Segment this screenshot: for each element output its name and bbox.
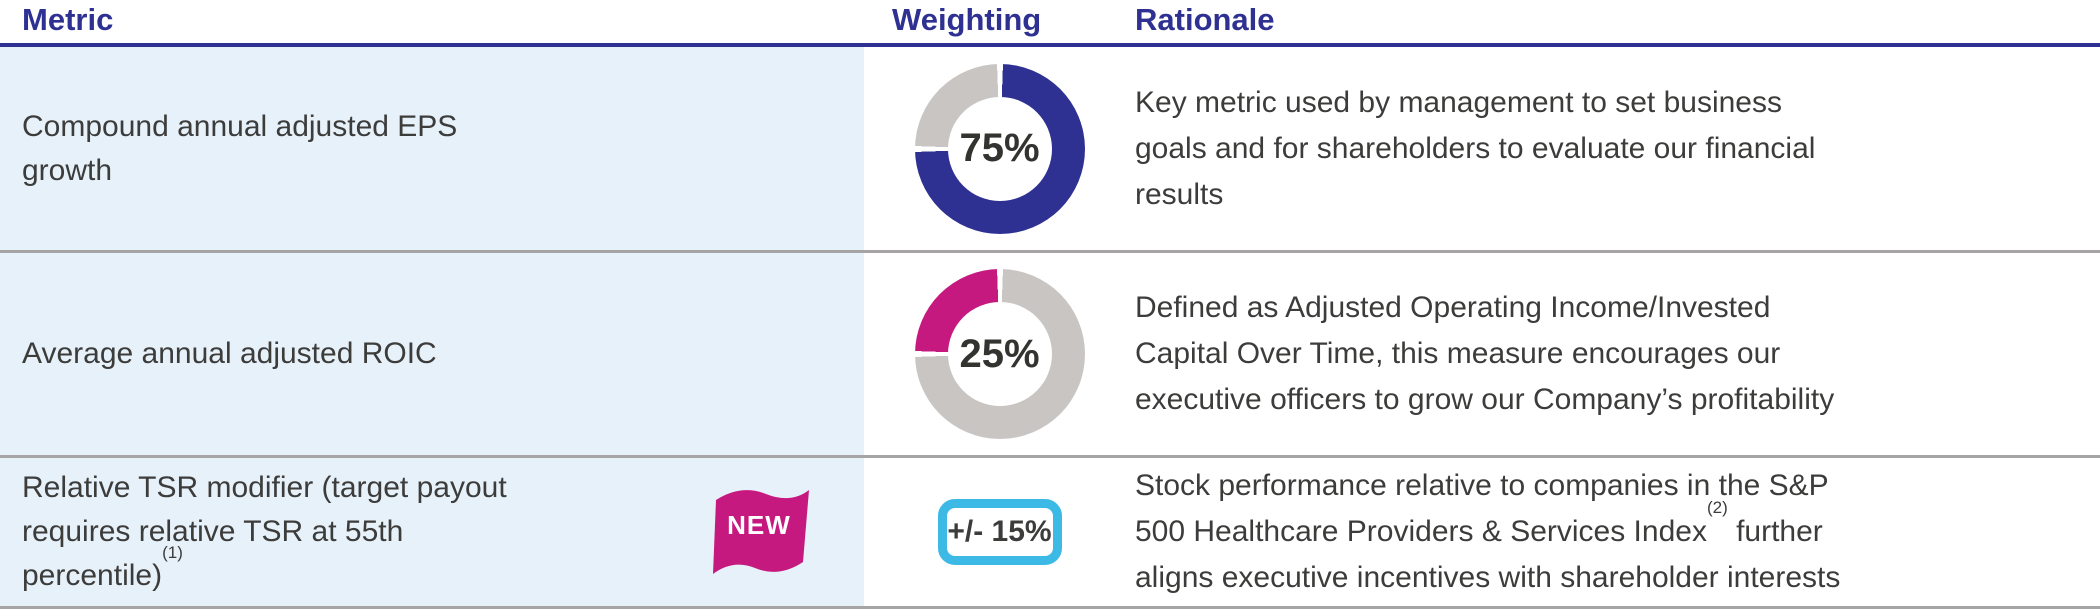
metric-text-line: growth [22, 153, 113, 187]
new-flag-icon: NEW [713, 490, 809, 574]
metric-cell-relative-tsr: Relative TSR modifier (target payout req… [0, 458, 864, 606]
footnote-marker-1: (1) [162, 543, 183, 562]
column-header-weighting: Weighting [892, 2, 1042, 37]
metric-text: Compound annual adjusted EPS growth [22, 105, 457, 193]
weighting-cell-relative-tsr: +/- 15% [864, 458, 1135, 606]
donut-hole: 75% [947, 96, 1052, 201]
rationale-text: Stock performance relative to companies … [1135, 463, 1840, 601]
metric-text-line: Relative TSR modifier (target payout [22, 471, 507, 504]
weighting-percent-label: 25% [959, 331, 1040, 376]
rationale-text-line: goals and for shareholders to evaluate o… [1135, 131, 1816, 165]
weighting-cell-roic: 25% [864, 253, 1135, 455]
rationale-cell-roic: Defined as Adjusted Operating Income/Inv… [1135, 253, 2100, 455]
donut-hole: 25% [947, 302, 1052, 406]
table-row-relative-tsr: Relative TSR modifier (target payout req… [0, 455, 2100, 606]
metric-text: Relative TSR modifier (target payout req… [22, 466, 507, 598]
rationale-text-line: aligns executive incentives with shareho… [1135, 561, 1841, 594]
donut-chart-25-percent: 25% [914, 269, 1085, 439]
weighting-percent-label: 75% [959, 126, 1040, 170]
tsr-modifier-box: +/- 15% [937, 499, 1062, 565]
table-row-roic: Average annual adjusted ROIC 25% Defined… [0, 250, 2100, 455]
metric-text-line: Compound annual adjusted EPS [22, 109, 458, 143]
rationale-text-line: results [1135, 177, 1224, 211]
rationale-text: Defined as Adjusted Operating Income/Inv… [1135, 285, 1834, 423]
footnote-marker-2: (2) [1706, 498, 1728, 517]
rationale-text-line: Stock performance relative to companies … [1135, 469, 1829, 502]
rationale-text-line: executive officers to grow our Company’s… [1135, 383, 1835, 416]
rationale-text-line: Defined as Adjusted Operating Income/Inv… [1135, 291, 1771, 324]
weighting-cell-eps-growth: 75% [864, 47, 1135, 250]
column-header-rationale: Rationale [1135, 2, 1275, 37]
rationale-text-line: Key metric used by management to set bus… [1135, 85, 1782, 119]
new-badge-label: NEW [727, 510, 791, 540]
metric-text-line: requires relative TSR at 55th [22, 515, 404, 548]
table-row-eps-growth: Compound annual adjusted EPS growth 75% … [0, 47, 2100, 250]
donut-chart-75-percent: 75% [914, 63, 1085, 234]
table-header-row: Metric Weighting Rationale [0, 0, 2100, 47]
rationale-text-line: Capital Over Time, this measure encourag… [1135, 337, 1781, 370]
metric-cell-eps-growth: Compound annual adjusted EPS growth [0, 47, 864, 250]
new-badge: NEW [709, 482, 814, 582]
column-header-metric: Metric [22, 2, 114, 37]
metric-text: Average annual adjusted ROIC [22, 332, 437, 376]
metric-text-line: percentile)(1) [22, 543, 183, 592]
metric-cell-roic: Average annual adjusted ROIC [0, 253, 864, 455]
rationale-cell-relative-tsr: Stock performance relative to companies … [1135, 458, 2100, 606]
rationale-cell-eps-growth: Key metric used by management to set bus… [1135, 47, 2100, 250]
metric-text-line: Average annual adjusted ROIC [22, 337, 437, 370]
rationale-text-line: 500 Healthcare Providers & Services Inde… [1135, 498, 1823, 548]
rationale-text: Key metric used by management to set bus… [1135, 80, 1815, 218]
